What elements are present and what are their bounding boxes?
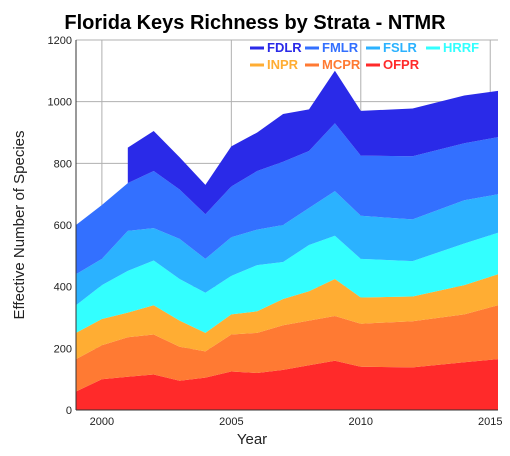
y-tick-label: 800 xyxy=(54,158,72,170)
legend-label: HRRF xyxy=(443,40,479,55)
chart-title: Florida Keys Richness by Strata - NTMR xyxy=(64,12,446,34)
series-areas xyxy=(75,40,499,411)
area-ofpr xyxy=(76,359,498,410)
legend-item-inpr: INPR xyxy=(250,57,299,72)
legend-label: FMLR xyxy=(322,40,359,55)
y-tick-label: 1000 xyxy=(48,97,72,109)
area-hrrf xyxy=(76,232,498,333)
legend-item-fslr: FSLR xyxy=(366,40,418,55)
area-inpr xyxy=(76,274,498,360)
legend-item-fdlr: FDLR xyxy=(250,40,302,55)
legend: FDLR FMLR FSLR HRRF INPR MCPR OFPR xyxy=(250,40,479,72)
y-tick-label: 600 xyxy=(54,220,72,232)
legend-label: FDLR xyxy=(267,40,302,55)
area-fmlr xyxy=(76,123,498,275)
x-tick-label: 2005 xyxy=(219,416,243,428)
legend-label: OFPR xyxy=(383,57,420,72)
y-tick-label: 200 xyxy=(54,343,72,355)
area-mcpr xyxy=(76,305,498,392)
x-tick-label: 2010 xyxy=(349,416,373,428)
legend-label: INPR xyxy=(267,57,299,72)
legend-label: MCPR xyxy=(322,57,361,72)
legend-item-fmlr: FMLR xyxy=(305,40,359,55)
x-tick-label: 2000 xyxy=(90,416,114,428)
x-tick-label: 2015 xyxy=(478,416,502,428)
x-axis-ticks: 2000 2005 2010 2015 xyxy=(90,416,503,428)
y-tick-label: 1200 xyxy=(48,35,72,47)
y-axis-ticks: 0 200 400 600 800 1000 1200 xyxy=(48,35,72,417)
legend-label: FSLR xyxy=(383,40,418,55)
legend-item-ofpr: OFPR xyxy=(366,57,420,72)
x-axis-label: Year xyxy=(237,431,267,448)
area-fslr xyxy=(76,191,498,306)
legend-item-mcpr: MCPR xyxy=(305,57,361,72)
y-axis-label: Effective Number of Species xyxy=(11,131,28,320)
y-tick-label: 0 xyxy=(66,405,72,417)
legend-item-hrrf: HRRF xyxy=(426,40,479,55)
y-tick-label: 400 xyxy=(54,282,72,294)
area-fdlr xyxy=(127,70,499,215)
